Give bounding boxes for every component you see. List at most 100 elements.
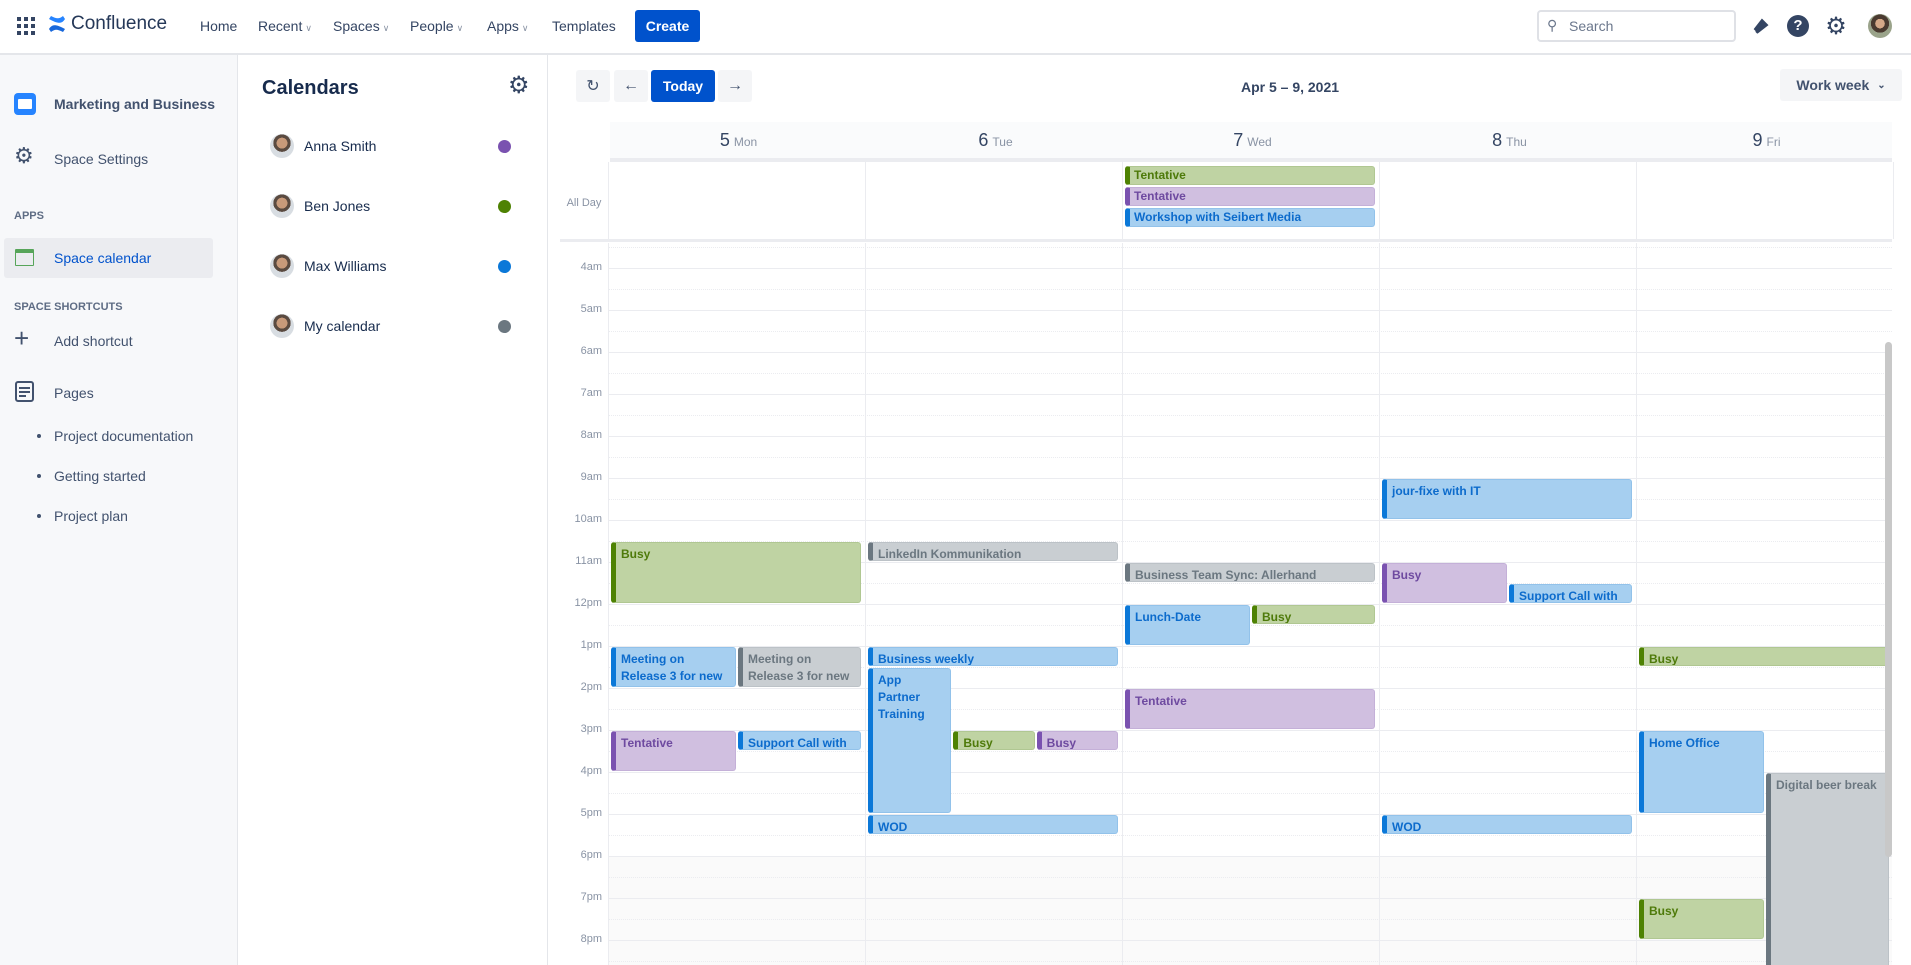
event-title: WOD [1392, 820, 1422, 834]
nav-home[interactable]: Home [200, 18, 237, 34]
calendar-event[interactable]: Digital beer break [1766, 773, 1889, 965]
nav-label: Templates [552, 18, 616, 34]
space-name-link[interactable]: Marketing and Business [54, 96, 216, 112]
hour-line [608, 688, 1892, 689]
calendar-item[interactable]: Max Williams [270, 254, 530, 278]
previous-button[interactable]: ← [614, 70, 648, 102]
hour-label: 6pm [580, 849, 602, 861]
chevron-down-icon: ∨ [521, 23, 529, 33]
half-hour-line [608, 499, 1892, 500]
day-header-wed[interactable]: 7 Wed [1124, 130, 1381, 151]
apps-heading: APPS [14, 210, 44, 222]
page-link[interactable]: Getting started [54, 468, 146, 484]
nav-apps[interactable]: Apps ∨ [487, 18, 529, 34]
calendars-panel: Calendars ⚙ [238, 55, 548, 965]
sidebar-item-space-calendar[interactable]: Space calendar [4, 238, 213, 278]
calendar-color-dot[interactable] [498, 320, 511, 333]
calendar-color-dot[interactable] [498, 200, 511, 213]
calendar-item[interactable]: Ben Jones [270, 194, 530, 218]
half-hour-line [608, 751, 1892, 752]
chevron-down-icon: ∨ [456, 23, 464, 33]
calendar-event[interactable]: Tentative [1125, 689, 1375, 729]
calendar-event[interactable]: Home Office [1639, 731, 1764, 813]
calendar-event[interactable]: WOD [1382, 815, 1632, 834]
day-divider [865, 162, 866, 239]
hour-line [608, 898, 1892, 899]
calendar-event[interactable]: App Partner Training [868, 668, 952, 813]
calendar-color-dot[interactable] [498, 140, 511, 153]
next-button[interactable]: → [718, 70, 752, 102]
day-divider [1636, 243, 1637, 965]
all-day-event[interactable]: Workshop with Seibert Media [1125, 208, 1375, 227]
search-input[interactable]: ⚲ Search [1537, 10, 1736, 42]
bullet-icon [37, 434, 41, 438]
calendar-event[interactable]: Business weekly [868, 647, 1118, 666]
day-name: Mon [733, 135, 758, 149]
app-switcher-icon[interactable] [17, 17, 35, 35]
day-header-mon[interactable]: 5 Mon [610, 130, 867, 151]
calendars-settings-icon[interactable]: ⚙ [508, 72, 530, 99]
calendars-title: Calendars [262, 77, 359, 99]
day-header-tue[interactable]: 6 Tue [867, 130, 1124, 151]
day-header-thu[interactable]: 8 Thu [1381, 130, 1638, 151]
pages-link[interactable]: Pages [54, 385, 94, 401]
calendar-event[interactable]: WOD [868, 815, 1118, 834]
page-link[interactable]: Project plan [54, 508, 128, 524]
nav-recent[interactable]: Recent ∨ [258, 18, 312, 34]
calendar-item[interactable]: My calendar [270, 314, 530, 338]
nav-people[interactable]: People ∨ [410, 18, 463, 34]
calendar-event[interactable]: jour-fixe with IT [1382, 479, 1632, 519]
all-day-event[interactable]: Tentative [1125, 166, 1375, 185]
today-button[interactable]: Today [651, 70, 715, 102]
calendar-event[interactable]: Support Call with [738, 731, 861, 750]
calendar-event[interactable]: Lunch-Date [1125, 605, 1250, 645]
confluence-logo[interactable]: Confluence [47, 13, 167, 35]
calendar-event[interactable]: Busy [611, 542, 861, 603]
calendar-event[interactable]: Busy [1639, 899, 1764, 939]
notifications-icon[interactable] [1749, 14, 1773, 38]
nav-spaces[interactable]: Spaces ∨ [333, 18, 389, 34]
calendar-event[interactable]: Busy [1252, 605, 1375, 624]
add-shortcut-link[interactable]: Add shortcut [54, 333, 133, 349]
nav-templates[interactable]: Templates [552, 18, 616, 34]
hour-line [608, 436, 1892, 437]
calendar-event[interactable]: Meeting on Release 3 for new [738, 647, 861, 687]
time-grid[interactable]: 4am 5am 6am 7am 8am 9am 10am 11am 12pm 1pm 2pm 3pm 4… [560, 243, 1892, 965]
calendar-event[interactable]: Support Call with [1509, 584, 1632, 603]
hour-label: 11am [575, 555, 602, 567]
page-link[interactable]: Project documentation [54, 428, 194, 444]
day-header-fri[interactable]: 9 Fri [1638, 130, 1895, 151]
hour-line [608, 772, 1892, 773]
calendar-event[interactable]: Business Team Sync: Allerhand [1125, 563, 1375, 582]
calendar-event[interactable]: Busy [1382, 563, 1507, 603]
day-name: Tue [992, 135, 1013, 149]
half-hour-line [608, 289, 1892, 290]
event-title: LinkedIn Kommunikation [878, 547, 1022, 561]
day-number: 6 [978, 130, 989, 150]
half-hour-line [608, 373, 1892, 374]
calendar-event[interactable]: Busy [1639, 647, 1889, 666]
calendar-event[interactable]: Busy [953, 731, 1035, 750]
scrollbar[interactable] [1885, 342, 1892, 857]
calendar-item[interactable]: Anna Smith [270, 134, 530, 158]
calendar-event[interactable]: LinkedIn Kommunikation [868, 542, 1118, 561]
calendar-event[interactable]: Tentative [611, 731, 736, 771]
day-name: Fri [1766, 135, 1781, 149]
hour-line [608, 856, 1892, 857]
help-icon[interactable]: ? [1786, 14, 1810, 38]
calendar-color-dot[interactable] [498, 260, 511, 273]
event-title: Tentative [1134, 168, 1186, 182]
space-icon [14, 93, 36, 115]
calendar-event[interactable]: Meeting on Release 3 for new [611, 647, 736, 687]
half-hour-line [608, 247, 1892, 248]
user-avatar[interactable] [1868, 14, 1892, 38]
calendar-event[interactable]: Busy [1036, 731, 1118, 750]
create-button[interactable]: Create [635, 10, 700, 42]
all-day-row: All Day Tentative Tentative Workshop with … [560, 162, 1894, 242]
space-settings-link[interactable]: Space Settings [54, 151, 149, 167]
view-selector[interactable]: Work week ⌄ [1780, 69, 1902, 101]
all-day-event[interactable]: Tentative [1125, 187, 1375, 206]
settings-icon[interactable]: ⚙ [1825, 12, 1847, 40]
event-title: Busy [963, 736, 993, 750]
refresh-button[interactable]: ↻ [576, 70, 610, 102]
